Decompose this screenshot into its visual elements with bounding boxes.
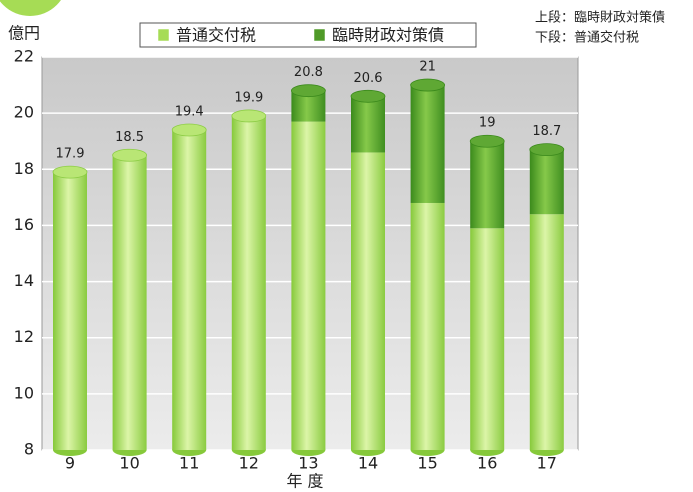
- bar-segment: [351, 152, 385, 450]
- bar-segment: [291, 121, 326, 451]
- bar-cap: [231, 109, 267, 123]
- bar-cap: [350, 89, 386, 103]
- data-label: 19: [479, 116, 496, 131]
- decoration: [0, 0, 61, 16]
- data-label: 19.9: [234, 90, 263, 105]
- data-label: 18.7: [532, 124, 561, 139]
- x-tick-label: 12: [239, 454, 259, 473]
- bar-segment: [112, 155, 147, 450]
- bar-cap: [112, 148, 148, 162]
- bar-segment: [529, 214, 564, 450]
- legend: [139, 22, 477, 48]
- y-tick-label: 16: [14, 215, 34, 234]
- bar-cap: [410, 78, 446, 92]
- bar-segment: [470, 141, 505, 229]
- bar-cap: [469, 134, 505, 148]
- y-tick-label: 10: [14, 383, 34, 402]
- legend-swatch: [157, 28, 170, 42]
- bar-cap: [529, 143, 565, 157]
- bar-segment: [470, 228, 505, 450]
- data-label: 20.8: [294, 65, 323, 80]
- legend-label: 臨時財政対策債: [332, 26, 444, 45]
- data-label: 20.6: [354, 71, 383, 86]
- bar-segment: [172, 129, 207, 450]
- note: 下段：普通交付税: [535, 30, 639, 46]
- bar-segment: [53, 172, 87, 451]
- bar-cap: [171, 123, 207, 137]
- y-tick-label: 12: [14, 327, 34, 346]
- x-axis-title: 年 度: [286, 472, 323, 491]
- data-label: 21: [419, 60, 436, 75]
- data-label: 19.4: [175, 104, 204, 119]
- data-label: 18.5: [115, 130, 144, 145]
- bar-cap: [52, 165, 88, 179]
- legend-label: 普通交付税: [176, 26, 256, 45]
- bar-cap: [290, 84, 326, 98]
- bar-segment: [410, 202, 445, 450]
- y-tick-label: 18: [14, 159, 34, 178]
- data-label: 17.9: [56, 147, 85, 162]
- x-tick-label: 16: [477, 454, 497, 473]
- x-tick-label: 9: [65, 454, 75, 473]
- x-tick-label: 11: [179, 454, 199, 473]
- x-tick-label: 15: [417, 454, 437, 473]
- y-tick-label: 8: [24, 440, 34, 459]
- y-tick-label: 14: [14, 271, 34, 290]
- bar-segment: [529, 149, 564, 215]
- bar-segment: [351, 96, 385, 153]
- y-axis-title: 億円: [8, 24, 40, 43]
- bar-segment: [231, 115, 266, 450]
- x-tick-label: 14: [358, 454, 378, 473]
- y-tick-label: 22: [14, 47, 34, 66]
- x-tick-label: 10: [119, 454, 139, 473]
- y-tick-label: 20: [14, 103, 34, 122]
- legend-swatch: [313, 28, 326, 42]
- x-tick-label: 17: [537, 454, 557, 473]
- x-tick-label: 13: [298, 454, 318, 473]
- bar-segment: [410, 85, 445, 203]
- note: 上段：臨時財政対策債: [535, 10, 665, 26]
